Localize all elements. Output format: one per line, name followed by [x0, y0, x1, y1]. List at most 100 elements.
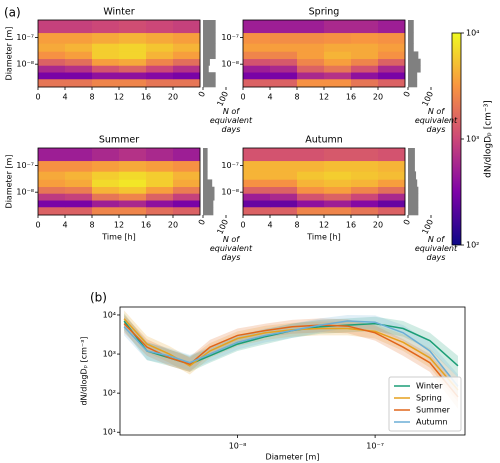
heatmap-cell: [65, 43, 93, 52]
heatmap-cell: [38, 72, 66, 80]
hist-bar: [203, 51, 216, 60]
y-tick-label: 10¹: [103, 428, 116, 437]
heatmap-cell: [324, 200, 352, 208]
heatmap-cell: [270, 72, 298, 80]
hist-bar: [408, 160, 415, 172]
hist-tick-label: 0: [197, 90, 207, 98]
hist-bar: [408, 51, 419, 60]
hist-bar: [203, 148, 208, 162]
x-tick-label: 0: [35, 221, 40, 230]
heatmap-cell: [146, 65, 174, 73]
panel-label: (a): [4, 6, 21, 20]
heatmap-cell: [297, 20, 325, 34]
heatmap-cell: [351, 43, 379, 52]
heatmap-cell: [243, 43, 271, 52]
heatmap-cell: [38, 160, 66, 172]
heatmap-cell: [297, 43, 325, 52]
heatmap-cell: [65, 58, 93, 66]
y-axis-label: Diameter [m]: [5, 27, 14, 81]
heatmap-cell: [378, 78, 406, 88]
x-axis-label: Time [h]: [306, 233, 340, 242]
hist-bar: [203, 186, 215, 194]
heatmap-cell: [65, 200, 93, 208]
y-tick-label: 10⁻⁷: [16, 33, 34, 42]
heatmap-cell: [92, 200, 120, 208]
hist-bar: [408, 20, 414, 34]
heatmap-cell: [378, 171, 406, 180]
hist-bar: [408, 43, 414, 52]
heatmap-cell: [243, 160, 271, 172]
panel-label: (b): [90, 291, 107, 305]
heatmap-cell: [173, 72, 201, 80]
x-tick-label: 4: [62, 93, 67, 102]
x-tick-label: 16: [346, 93, 356, 102]
heatmap-cell: [119, 186, 147, 194]
heatmap-cell: [38, 186, 66, 194]
heatmap-cell: [146, 78, 174, 88]
heatmap-cell: [173, 32, 201, 44]
heatmap-cell: [119, 65, 147, 73]
heatmap-cell: [378, 32, 406, 44]
x-tick-label: 10⁻⁸: [229, 442, 247, 451]
heatmap-cell: [351, 78, 379, 88]
heatmap-cell: [92, 65, 120, 73]
heatmap-cell: [119, 58, 147, 66]
hist-bar: [408, 206, 419, 216]
hist-bar: [203, 72, 216, 80]
legend-box: [388, 376, 462, 432]
heatmap-cell: [38, 58, 66, 66]
heatmap-cell: [270, 20, 298, 34]
heatmap-cell: [146, 20, 174, 34]
heatmap-cell: [378, 20, 406, 34]
heatmap-cell: [92, 148, 120, 162]
heatmap-cell: [270, 200, 298, 208]
heatmap-cell: [38, 51, 66, 60]
heatmap-cell: [351, 72, 379, 80]
heatmap-cell: [378, 51, 406, 60]
x-tick-label: 0: [35, 93, 40, 102]
hist-bar: [408, 58, 421, 66]
heatmap-cell: [378, 206, 406, 216]
y-axis-label: dN/dlogDₚ [cm⁻³]: [80, 336, 89, 405]
heatmap-cell: [243, 200, 271, 208]
heatmap-cell: [119, 179, 147, 188]
heatmap-cell: [378, 148, 406, 162]
heatmap-cell: [243, 78, 271, 88]
heatmap-cell: [119, 20, 147, 34]
hist-bar: [408, 148, 415, 162]
hist-bar: [408, 171, 417, 180]
x-tick-label: 8: [294, 93, 299, 102]
hist-bar: [408, 200, 419, 208]
heatmap-cell: [270, 51, 298, 60]
y-tick-label: 10³: [103, 350, 116, 359]
heatmap-cell: [119, 193, 147, 201]
x-tick-label: 0: [240, 93, 245, 102]
heatmap-cell: [146, 58, 174, 66]
x-tick-label: 16: [141, 93, 151, 102]
heatmap-cell: [351, 200, 379, 208]
x-tick-label: 12: [319, 93, 329, 102]
heatmap-cell: [65, 72, 93, 80]
heatmap-cell: [270, 160, 298, 172]
heatmap-cell: [65, 179, 93, 188]
heatmap-cell: [65, 193, 93, 201]
heatmap-cell: [297, 78, 325, 88]
x-tick-label: 0: [240, 221, 245, 230]
colorbar-tick-label: 10⁴: [466, 29, 479, 38]
heatmap-cell: [351, 186, 379, 194]
hist-bar: [408, 186, 419, 194]
hist-bar: [203, 160, 208, 172]
hist-bar: [203, 78, 216, 88]
heatmap-cell: [146, 186, 174, 194]
colorbar-tick-label: 10²: [466, 241, 479, 250]
heatmap-cell: [324, 179, 352, 188]
heatmap-cell: [324, 171, 352, 180]
heatmap-cell: [119, 200, 147, 208]
heatmap-cell: [65, 20, 93, 34]
heatmap-cell: [38, 65, 66, 73]
heatmap-cell: [270, 206, 298, 216]
hist-bar: [408, 32, 414, 44]
heatmap-cell: [378, 186, 406, 194]
hist-bar: [203, 193, 215, 201]
y-tick-label: 10⁻⁷: [221, 33, 239, 42]
